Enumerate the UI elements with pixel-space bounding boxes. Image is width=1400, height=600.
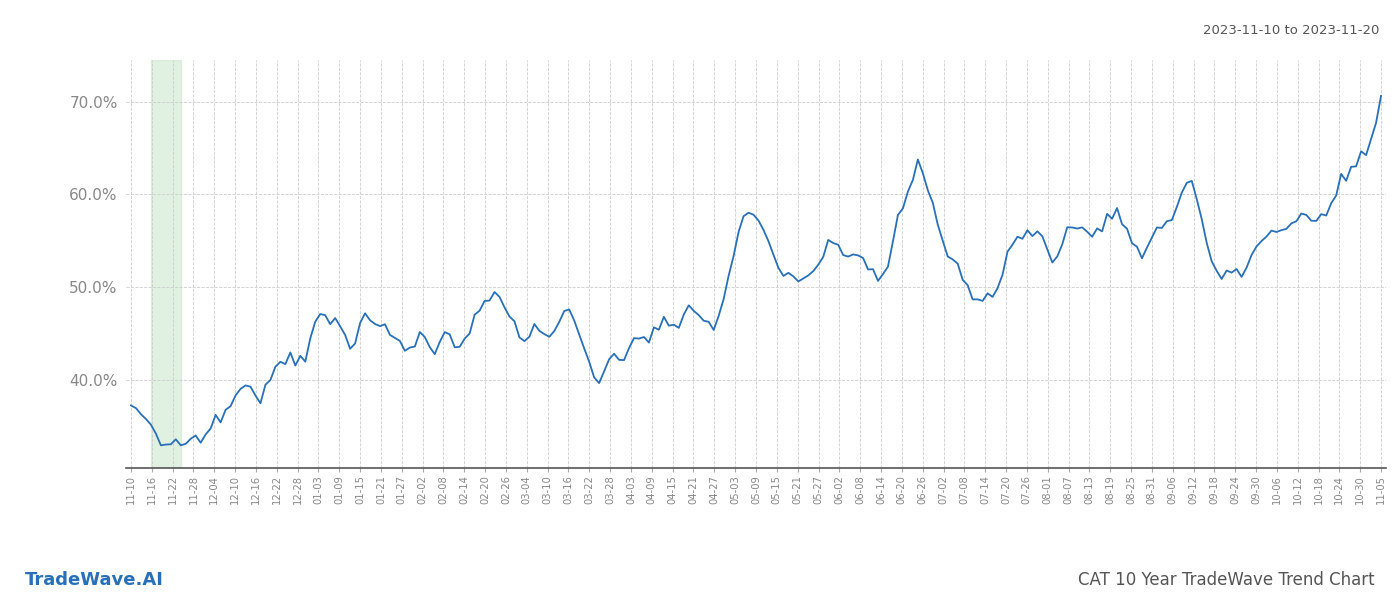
Text: TradeWave.AI: TradeWave.AI — [25, 571, 164, 589]
Bar — [151, 60, 181, 468]
Text: CAT 10 Year TradeWave Trend Chart: CAT 10 Year TradeWave Trend Chart — [1078, 571, 1375, 589]
Text: 2023-11-10 to 2023-11-20: 2023-11-10 to 2023-11-20 — [1203, 24, 1379, 37]
